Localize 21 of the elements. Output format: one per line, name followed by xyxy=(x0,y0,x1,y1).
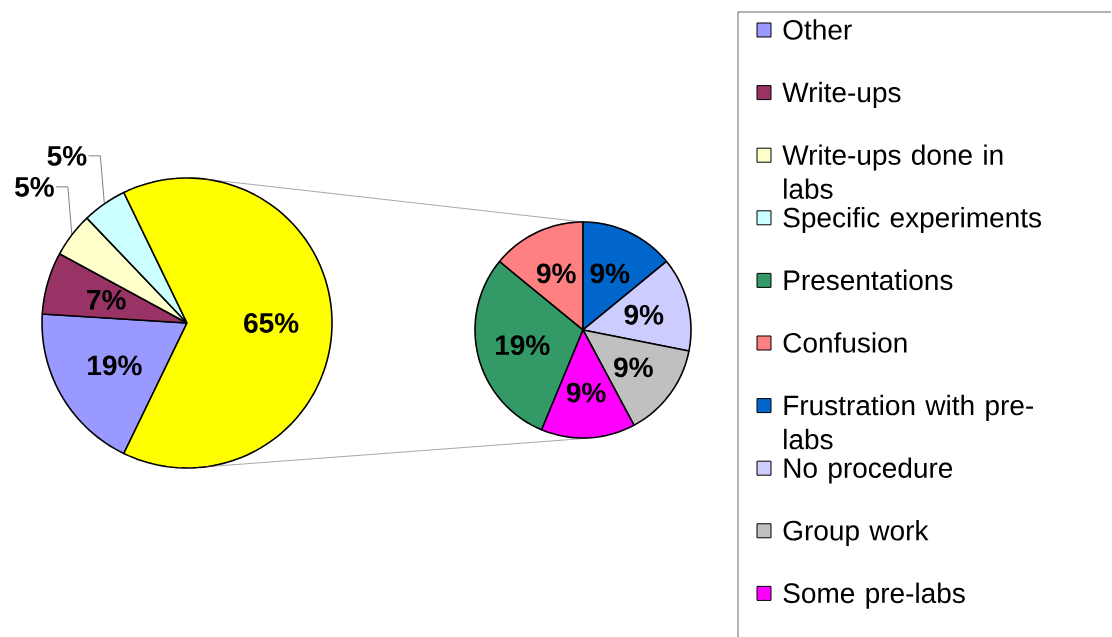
data-label: 19% xyxy=(88,355,142,376)
data-label: 9% xyxy=(536,263,576,284)
data-label: 5% xyxy=(15,177,54,197)
legend-label: Frustration with pre-labs xyxy=(784,394,1033,450)
data-label: 5% xyxy=(47,145,87,166)
legend-label: Specific experiments xyxy=(783,207,1042,234)
data-label: 7% xyxy=(87,289,126,310)
data-label: 65% xyxy=(244,313,299,333)
legend-label: Write-ups xyxy=(782,81,901,108)
legend-label: Write-ups done in labs xyxy=(782,144,1003,199)
data-label: 9% xyxy=(590,263,630,284)
data-label: 19% xyxy=(495,335,550,356)
data-label: 9% xyxy=(614,357,653,378)
data-label: 9% xyxy=(624,304,664,325)
legend-label: No procedure xyxy=(784,457,953,484)
legend-label: Group work xyxy=(783,520,929,547)
legend-label: Other xyxy=(783,19,852,40)
data-label: 9% xyxy=(566,382,606,403)
legend-label: Presentations xyxy=(784,269,953,291)
legend-label: Some pre-labs xyxy=(783,582,965,609)
legend-label: Confusion xyxy=(783,332,907,353)
